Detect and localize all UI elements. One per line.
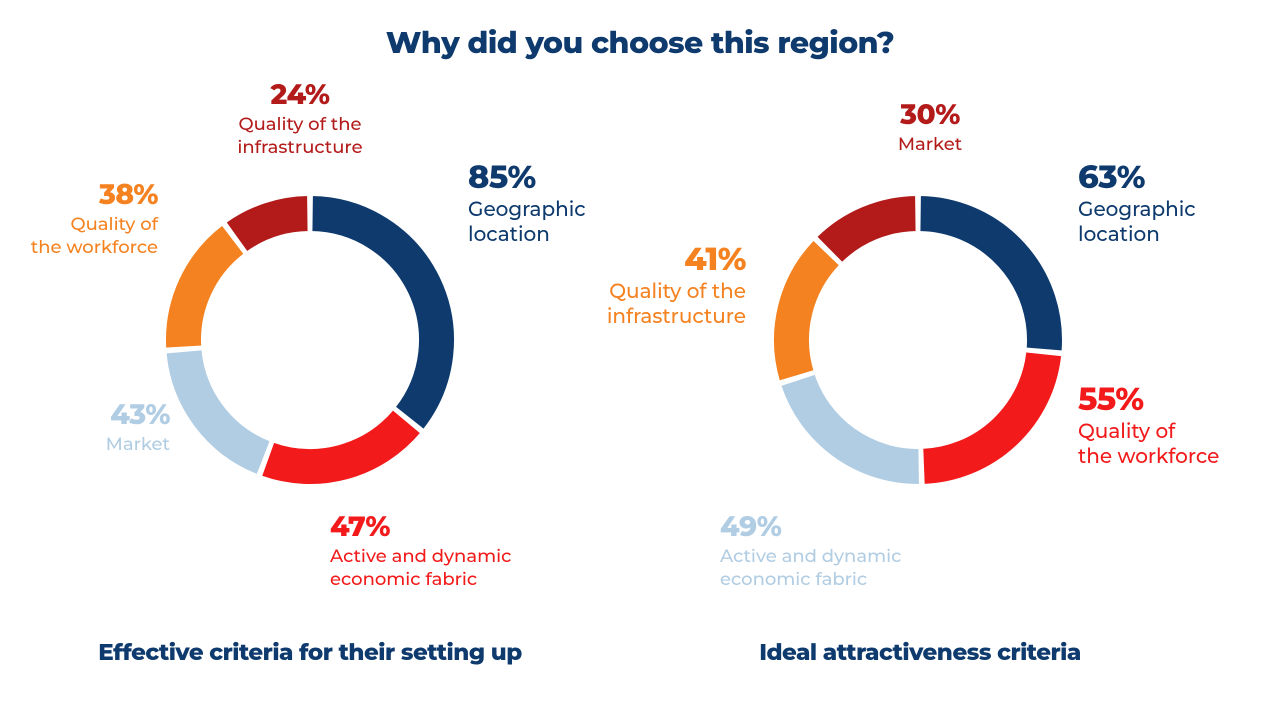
segment-label: 30%Market	[830, 98, 1030, 156]
segment-percentage: 24%	[200, 78, 400, 113]
donut-segment	[166, 349, 271, 475]
segment-description: Active and dynamiceconomic fabric	[330, 545, 511, 590]
segment-description: Quality ofthe workforce	[18, 213, 158, 258]
segment-description: Geographiclocation	[468, 198, 586, 248]
donut-segment	[773, 240, 840, 382]
donut-segment	[919, 195, 1063, 351]
page-title: Why did you choose this region?	[0, 24, 1280, 61]
segment-description: Market	[830, 133, 1030, 156]
donut-chart-left	[160, 190, 460, 490]
donut-segment	[780, 374, 920, 485]
donut-segment	[816, 195, 916, 263]
segment-label: 24%Quality of theinfrastructure	[200, 78, 400, 158]
segment-percentage: 43%	[30, 398, 170, 433]
segment-percentage: 55%	[1078, 380, 1219, 420]
segment-label: 41%Quality of theinfrastructure	[606, 240, 746, 330]
donut-chart-right	[768, 190, 1068, 490]
segment-label: 47%Active and dynamiceconomic fabric	[330, 510, 511, 590]
segment-label: 38%Quality ofthe workforce	[18, 178, 158, 258]
chart-subtitle-right: Ideal attractiveness criteria	[640, 638, 1200, 666]
segment-description: Quality ofthe workforce	[1078, 420, 1219, 470]
segment-percentage: 38%	[18, 178, 158, 213]
segment-label: 49%Active and dynamiceconomic fabric	[720, 510, 901, 590]
segment-description: Market	[30, 433, 170, 456]
segment-percentage: 47%	[330, 510, 511, 545]
donut-segment	[261, 409, 421, 485]
segment-label: 63%Geographiclocation	[1078, 158, 1196, 248]
donut-segment	[165, 225, 245, 349]
segment-percentage: 63%	[1078, 158, 1196, 198]
segment-description: Quality of theinfrastructure	[606, 280, 746, 330]
segment-label: 55%Quality ofthe workforce	[1078, 380, 1219, 470]
segment-percentage: 85%	[468, 158, 586, 198]
segment-label: 43%Market	[30, 398, 170, 456]
segment-percentage: 41%	[606, 240, 746, 280]
segment-percentage: 49%	[720, 510, 901, 545]
segment-description: Quality of theinfrastructure	[200, 113, 400, 158]
segment-percentage: 30%	[830, 98, 1030, 133]
donut-segment	[922, 351, 1062, 485]
segment-label: 85%Geographiclocation	[468, 158, 586, 248]
chart-subtitle-left: Effective criteria for their setting up	[30, 638, 590, 666]
segment-description: Geographiclocation	[1078, 198, 1196, 248]
segment-description: Active and dynamiceconomic fabric	[720, 545, 901, 590]
donut-segment	[311, 195, 455, 430]
